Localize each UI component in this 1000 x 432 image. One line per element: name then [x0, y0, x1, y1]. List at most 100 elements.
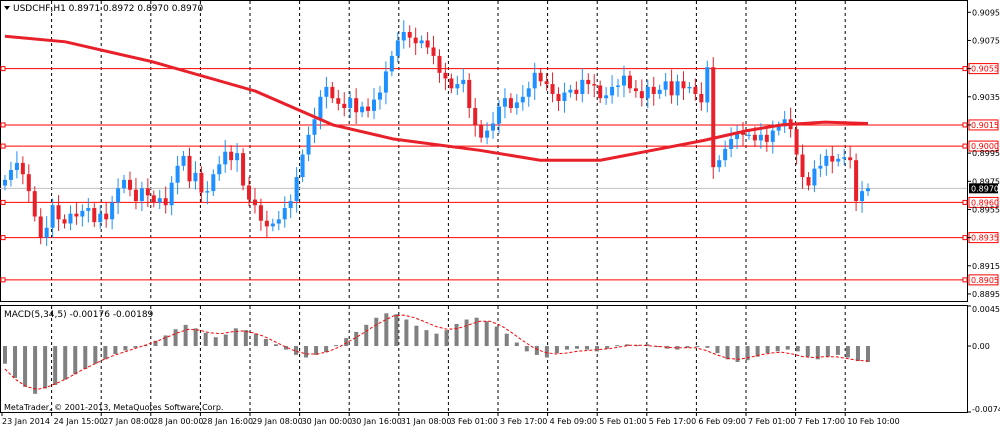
candle-body	[533, 73, 537, 88]
level-handle-right[interactable]	[963, 278, 967, 282]
macd-bar	[3, 346, 7, 364]
macd-bar	[575, 346, 579, 349]
candle-body	[437, 56, 441, 73]
level-handle-left[interactable]	[1, 144, 5, 148]
macd-bar	[63, 346, 67, 380]
candle-body	[818, 166, 822, 169]
candle-body	[473, 108, 477, 125]
macd-bar	[174, 329, 178, 346]
macd-bar	[364, 325, 368, 346]
macd-bar	[445, 330, 449, 346]
candle-body	[664, 81, 668, 89]
macd-bar	[274, 344, 278, 346]
macd-bar	[766, 346, 770, 353]
macd-bar	[93, 346, 97, 364]
level-handle-right[interactable]	[963, 236, 967, 240]
macd-bar	[545, 346, 549, 357]
level-handle-right[interactable]	[963, 144, 967, 148]
time-tick-label: 24 Jan 15:00	[54, 417, 105, 426]
candle-body	[128, 180, 132, 190]
macd-bar	[204, 333, 208, 346]
macd-bar	[23, 346, 27, 387]
symbol-header: USDCHF,H1 0.8971 0.8972 0.8970 0.8970	[4, 4, 203, 14]
level-handle-left[interactable]	[1, 278, 5, 282]
candle-body	[765, 135, 769, 142]
candle-body	[110, 202, 114, 219]
candle-body	[634, 88, 638, 91]
macd-bar	[695, 346, 699, 347]
level-handle-right[interactable]	[963, 200, 967, 204]
macd-tick-label: 0.00	[972, 342, 990, 351]
candle-body	[521, 97, 525, 103]
time-tick-label: 10 Feb 10:00	[847, 417, 899, 426]
candle-body	[57, 205, 61, 219]
candle-body	[277, 219, 281, 223]
price-tick-label: 0.9075	[972, 36, 1000, 45]
price-level-label: 0.8935	[971, 234, 999, 243]
macd-bar	[565, 346, 569, 350]
candle-body	[670, 81, 674, 95]
price-tick-label: 0.8955	[972, 205, 1000, 214]
candle-body	[235, 153, 239, 160]
candle-body	[586, 80, 590, 84]
candle-body	[366, 107, 370, 111]
candle-body	[753, 135, 757, 141]
candle-body	[640, 91, 644, 98]
candle-body	[330, 87, 334, 98]
time-tick-label: 28 Jan 00:00	[153, 417, 204, 426]
macd-tick-label: -0.00746	[972, 405, 1000, 414]
macd-bar	[83, 346, 87, 369]
candle-body	[318, 97, 322, 120]
time-tick-label: 7 Feb 17:00	[798, 417, 845, 426]
level-handle-left[interactable]	[1, 236, 5, 240]
candle-body	[241, 153, 245, 185]
level-handle-left[interactable]	[1, 123, 5, 127]
macd-bar	[505, 334, 509, 346]
candle-body	[164, 198, 168, 205]
candle-body	[497, 107, 501, 124]
candle-body	[616, 86, 620, 87]
candle-body	[848, 157, 852, 160]
candle-body	[289, 201, 293, 208]
macd-bar	[214, 337, 218, 346]
candle-body	[676, 81, 680, 95]
macd-bar	[304, 346, 308, 357]
candle-body	[146, 188, 150, 195]
macd-bar	[184, 325, 188, 346]
macd-label: MACD(5,34,5) -0.00176 -0.00189	[4, 310, 154, 320]
candle-body	[795, 129, 799, 154]
candle-body	[414, 38, 418, 44]
candle-body	[693, 87, 697, 94]
macd-bar	[525, 346, 529, 351]
macd-bar	[73, 346, 77, 374]
macd-bar	[605, 346, 609, 349]
candle-body	[384, 71, 388, 92]
macd-bar	[254, 334, 258, 346]
macd-bar	[43, 346, 47, 388]
time-tick-label: 29 Jan 08:00	[252, 417, 303, 426]
macd-bar	[776, 346, 780, 351]
level-handle-left[interactable]	[1, 67, 5, 71]
candle-body	[271, 224, 275, 227]
candle-body	[491, 124, 495, 131]
macd-bar	[354, 332, 358, 346]
macd-bar	[123, 346, 127, 350]
candle-body	[211, 174, 215, 191]
candle-body	[443, 73, 447, 79]
macd-bar	[495, 327, 499, 346]
candle-body	[836, 159, 840, 162]
level-handle-left[interactable]	[1, 200, 5, 204]
candle-body	[705, 67, 709, 102]
macd-bar	[224, 335, 228, 346]
candle-body	[426, 40, 430, 47]
candle-body	[33, 191, 37, 216]
candle-body	[604, 95, 608, 98]
symbol-header-text: USDCHF,H1 0.8971 0.8972 0.8970 0.8970	[13, 4, 203, 14]
level-handle-right[interactable]	[963, 123, 967, 127]
candle-body	[68, 214, 72, 224]
macd-bar	[264, 339, 268, 346]
level-handle-right[interactable]	[963, 67, 967, 71]
candle-body	[574, 90, 578, 94]
candle-body	[681, 81, 685, 88]
